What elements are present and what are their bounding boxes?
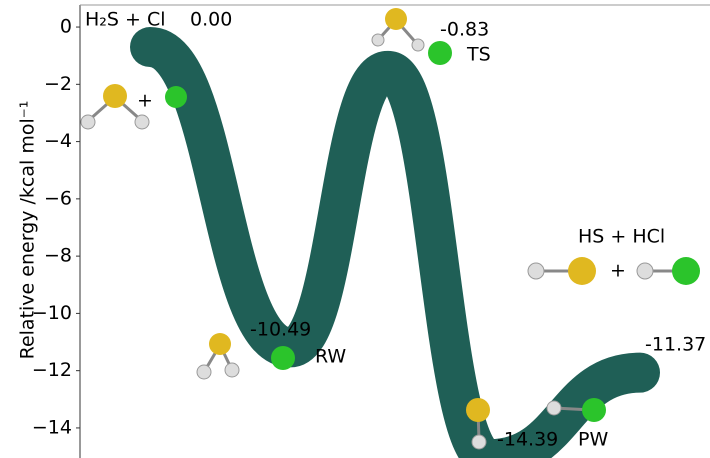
value-label: -14.39	[497, 429, 558, 451]
y-tick-label: −10	[32, 302, 72, 324]
value-label: -10.49	[250, 319, 311, 341]
molecules	[80, 8, 700, 450]
plus-sign: +	[610, 260, 626, 282]
state-label: TS	[466, 44, 491, 66]
energy-ribbon	[130, 27, 660, 458]
plus-sign: +	[137, 90, 153, 112]
y-tick-label: −4	[44, 130, 72, 152]
state-label: RW	[315, 346, 346, 368]
value-label: 0.00	[190, 9, 232, 31]
y-tick-label: −6	[44, 187, 72, 209]
y-tick-label: −14	[32, 416, 72, 438]
y-tick-label: 0	[60, 16, 72, 38]
y-tick-label: −12	[32, 359, 72, 381]
y-axis-label: Relative energy /kcal mol⁻¹	[17, 101, 39, 360]
y-tick-label: −2	[44, 73, 72, 95]
y-tick-label: −8	[44, 245, 72, 267]
state-label: HS + HCl	[578, 226, 665, 248]
state-label: PW	[578, 429, 608, 451]
state-label: H₂S + Cl	[85, 9, 166, 31]
value-label: -0.83	[440, 19, 489, 41]
value-label: -11.37	[645, 334, 706, 356]
